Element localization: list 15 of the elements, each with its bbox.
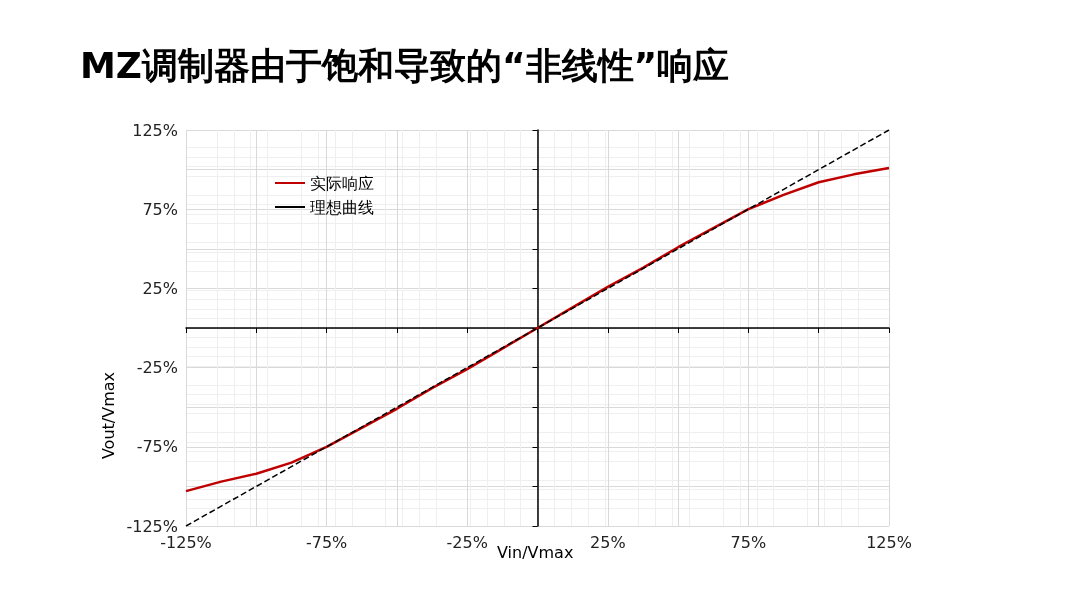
x-tick-label: 25% [590,532,626,552]
x-axis-title: Vin/Vmax [497,542,574,562]
x-tick-label: -25% [446,532,488,552]
y-tick-label: 25% [142,278,178,298]
y-tick-label: 125% [132,120,178,140]
y-axis-title: Vout/Vmax [98,371,118,460]
chart-title: MZ调制器由于饱和导致的“非线性”响应 [80,44,730,88]
x-tick-label: 125% [866,532,912,552]
y-tick-label: -25% [136,358,178,378]
y-tick-label: -75% [136,437,178,457]
legend-label: 理想曲线 [310,197,374,217]
y-tick-label: 75% [142,199,178,219]
legend-label: 实际响应 [310,173,374,193]
x-tick-label: 75% [730,532,767,552]
x-tick-label: -75% [305,532,348,552]
